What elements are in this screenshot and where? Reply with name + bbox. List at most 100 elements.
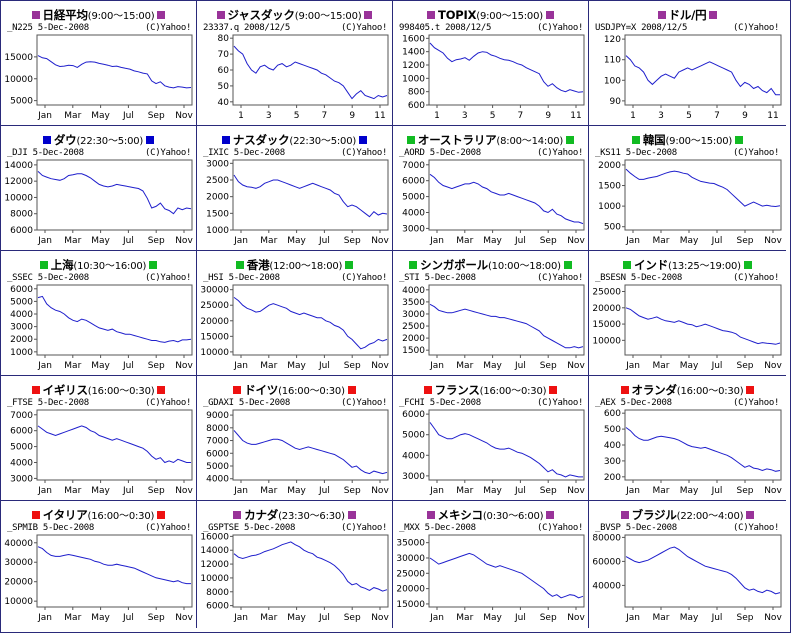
x-tick-label: Jan [429, 613, 444, 623]
chart-panel[interactable]: イタリア(16:00～0:30) _SPMIB 5-Dec-2008 (C)Yaho… [1, 501, 197, 628]
chart-panel[interactable]: ダウ(22:30～5:00) _DJI 5-Dec-2008 (C)Yahoo! 60… [1, 126, 197, 251]
chart-title[interactable]: ドル/円 [589, 7, 786, 23]
chart-title[interactable]: インド(13:25～19:00) [589, 257, 786, 273]
chart-title[interactable]: ダウ(22:30～5:00) [1, 132, 196, 148]
chart-title[interactable]: ジャスダック(9:00～15:00) [197, 7, 392, 23]
symbol-date: USDJPY=X 2008/12/5 [595, 23, 688, 33]
x-tick-label: Jul [318, 613, 330, 623]
x-tick-label: Nov [764, 361, 782, 371]
chart-title[interactable]: ブラジル(22:00～4:00) [589, 507, 786, 523]
price-series-line [37, 546, 191, 585]
x-tick-label: Jan [37, 486, 52, 496]
chart-panel[interactable]: ブラジル(22:00～4:00) _BVSP 5-Dec-2008 (C)Yahoo… [589, 501, 786, 628]
chart-title[interactable]: 香港(12:00～18:00) [197, 257, 392, 273]
chart-title[interactable]: 韓国(9:00～15:00) [589, 132, 786, 148]
x-tick-label: Mar [456, 613, 473, 623]
market-name: ブラジル [631, 508, 677, 522]
y-tick-label: 3000 [402, 310, 425, 320]
chart-panel[interactable]: シンガポール(10:00～18:00) _STI 5-Dec-2008 (C)Yah… [393, 251, 589, 376]
market-marker-icon [623, 261, 632, 269]
y-tick-label: 9000 [206, 411, 229, 421]
chart-panel[interactable]: ドイツ(16:00～0:30) _GDAXI 5-Dec-2008 (C)Yahoo… [197, 376, 393, 501]
y-tick-label: 500 [604, 425, 621, 435]
plot-frame [624, 534, 782, 608]
chart-title[interactable]: イタリア(16:00～0:30) [1, 507, 196, 523]
y-tick-label: 7000 [402, 161, 425, 171]
price-series-line [233, 430, 388, 475]
x-tick-label: May [680, 236, 699, 246]
y-tick-label: 1200 [402, 61, 425, 71]
chart-title[interactable]: ナスダック(22:30～5:00) [197, 132, 392, 148]
market-marker-icon [566, 136, 575, 144]
chart-panel[interactable]: ナスダック(22:30～5:00) _IXIC 5-Dec-2008 (C)Yaho… [197, 126, 393, 251]
chart-panel[interactable]: 韓国(9:00～15:00) _KS11 5-Dec-2008 (C)Yahoo! 5… [589, 126, 786, 251]
y-tick-label: 20000 [396, 585, 425, 595]
line-chart: 1500 2000 2500 3000 3500 4000 Jan Mar May Jul Sep N… [402, 284, 585, 371]
chart-title[interactable]: カナダ(23:30～6:30) [197, 507, 392, 523]
chart-panel[interactable]: ジャスダック(9:00～15:00) 23337.q 2008/12/5 (C)Ya… [197, 1, 393, 126]
chart-panel[interactable]: 日経平均(9:00～15:00) _N225 5-Dec-2008 (C)Yahoo… [1, 1, 197, 126]
chart-panel[interactable]: ドル/円 USDJPY=X 2008/12/5 (C)Yahoo! 90 100 110 1… [589, 1, 786, 126]
chart-panel[interactable]: オーストラリア(8:00～14:00) _AORD 5-Dec-2008 (C)Ya… [393, 126, 589, 251]
chart-title[interactable]: TOPIX(9:00～15:00) [393, 7, 588, 22]
y-tick-label: 2500 [402, 322, 425, 332]
chart-panel[interactable]: メキシコ(0:30～6:00) _MXX 5-Dec-2008 (C)Yahoo! 1… [393, 501, 589, 628]
y-tick-label: 1000 [402, 74, 425, 84]
x-tick-label: Mar [64, 361, 81, 371]
chart-panel[interactable]: インド(13:25～19:00) _BSESN 5-Dec-2008 (C)Yaho… [589, 251, 786, 376]
market-marker-icon [233, 511, 242, 519]
x-tick-label: Sep [344, 486, 361, 496]
market-marker-icon [359, 136, 368, 144]
chart-title[interactable]: イギリス(16:00～0:30) [1, 382, 196, 398]
chart-panel[interactable]: 上海(10:30～16:00) _SSEC 5-Dec-2008 (C)Yahoo!… [1, 251, 197, 376]
x-tick-label: Jan [233, 236, 248, 246]
chart-title[interactable]: シンガポール(10:00～18:00) [393, 257, 588, 273]
chart-title[interactable]: ドイツ(16:00～0:30) [197, 382, 392, 398]
x-tick-label: Mar [260, 486, 277, 496]
chart-subtitle: _AEX 5-Dec-2008 (C)Yahoo! [595, 398, 779, 408]
chart-panel[interactable]: オランダ(16:00～0:30) _AEX 5-Dec-2008 (C)Yahoo!… [589, 376, 786, 501]
chart-subtitle: _KS11 5-Dec-2008 (C)Yahoo! [595, 148, 779, 158]
chart-panel[interactable]: カナダ(23:30～6:30) _GSPTSE 5-Dec-2008 (C)Yaho… [197, 501, 393, 628]
x-tick-label: Jul [514, 486, 526, 496]
chart-panel[interactable]: 香港(12:00～18:00) _HSI 5-Dec-2008 (C)Yahoo! 1… [197, 251, 393, 376]
copyright-label: (C)Yahoo! [537, 398, 584, 408]
x-tick-label: Mar [653, 486, 670, 496]
x-tick-label: Sep [540, 361, 557, 371]
chart-title[interactable]: 日経平均(9:00～15:00) [1, 7, 196, 23]
market-name: 韓国 [642, 133, 666, 147]
x-tick-label: 1 [238, 111, 244, 121]
x-tick-label: Sep [344, 613, 361, 623]
x-tick-label: Jan [625, 361, 640, 371]
market-marker-icon [427, 11, 436, 19]
y-tick-label: 4000 [10, 310, 33, 320]
chart-title[interactable]: メキシコ(0:30～6:00) [393, 507, 588, 523]
y-tick-label: 10000 [200, 574, 229, 584]
line-chart: 15000 20000 25000 30000 35000 Jan Mar May Jul Sep… [396, 534, 585, 623]
chart-title[interactable]: オランダ(16:00～0:30) [589, 382, 786, 398]
chart-title[interactable]: フランス(16:00～0:30) [393, 382, 588, 398]
line-chart: 3000 4000 5000 6000 7000 Jan Mar May Jul Sep Nov [402, 159, 585, 246]
price-series-line [429, 552, 584, 599]
market-name: ドイツ [244, 383, 279, 397]
x-tick-label: Sep [148, 111, 165, 121]
y-tick-label: 50 [218, 82, 230, 92]
chart-subtitle: _MXX 5-Dec-2008 (C)Yahoo! [399, 523, 583, 533]
y-tick-label: 4000 [10, 459, 33, 469]
x-tick-label: Nov [371, 361, 389, 371]
chart-title[interactable]: 上海(10:30～16:00) [1, 257, 196, 273]
market-name: ドル/円 [668, 8, 707, 22]
chart-panel[interactable]: フランス(16:00～0:30) _FCHI 5-Dec-2008 (C)Yahoo… [393, 376, 589, 501]
market-marker-icon [157, 386, 166, 394]
y-tick-label: 600 [604, 409, 621, 419]
symbol-date: _GDAXI 5-Dec-2008 [203, 398, 291, 408]
y-tick-label: 8000 [206, 424, 229, 434]
trading-hours: (22:30～5:00) [289, 136, 357, 147]
y-tick-label: 6000 [10, 285, 33, 295]
x-tick-label: Mar [456, 361, 473, 371]
y-tick-label: 70 [218, 50, 230, 60]
chart-title[interactable]: オーストラリア(8:00～14:00) [393, 132, 588, 148]
y-tick-label: 4000 [402, 286, 425, 296]
chart-panel[interactable]: TOPIX(9:00～15:00) 998405.t 2008/12/5 (C)Ya… [393, 1, 589, 126]
chart-panel[interactable]: イギリス(16:00～0:30) _FTSE 5-Dec-2008 (C)Yahoo… [1, 376, 197, 501]
